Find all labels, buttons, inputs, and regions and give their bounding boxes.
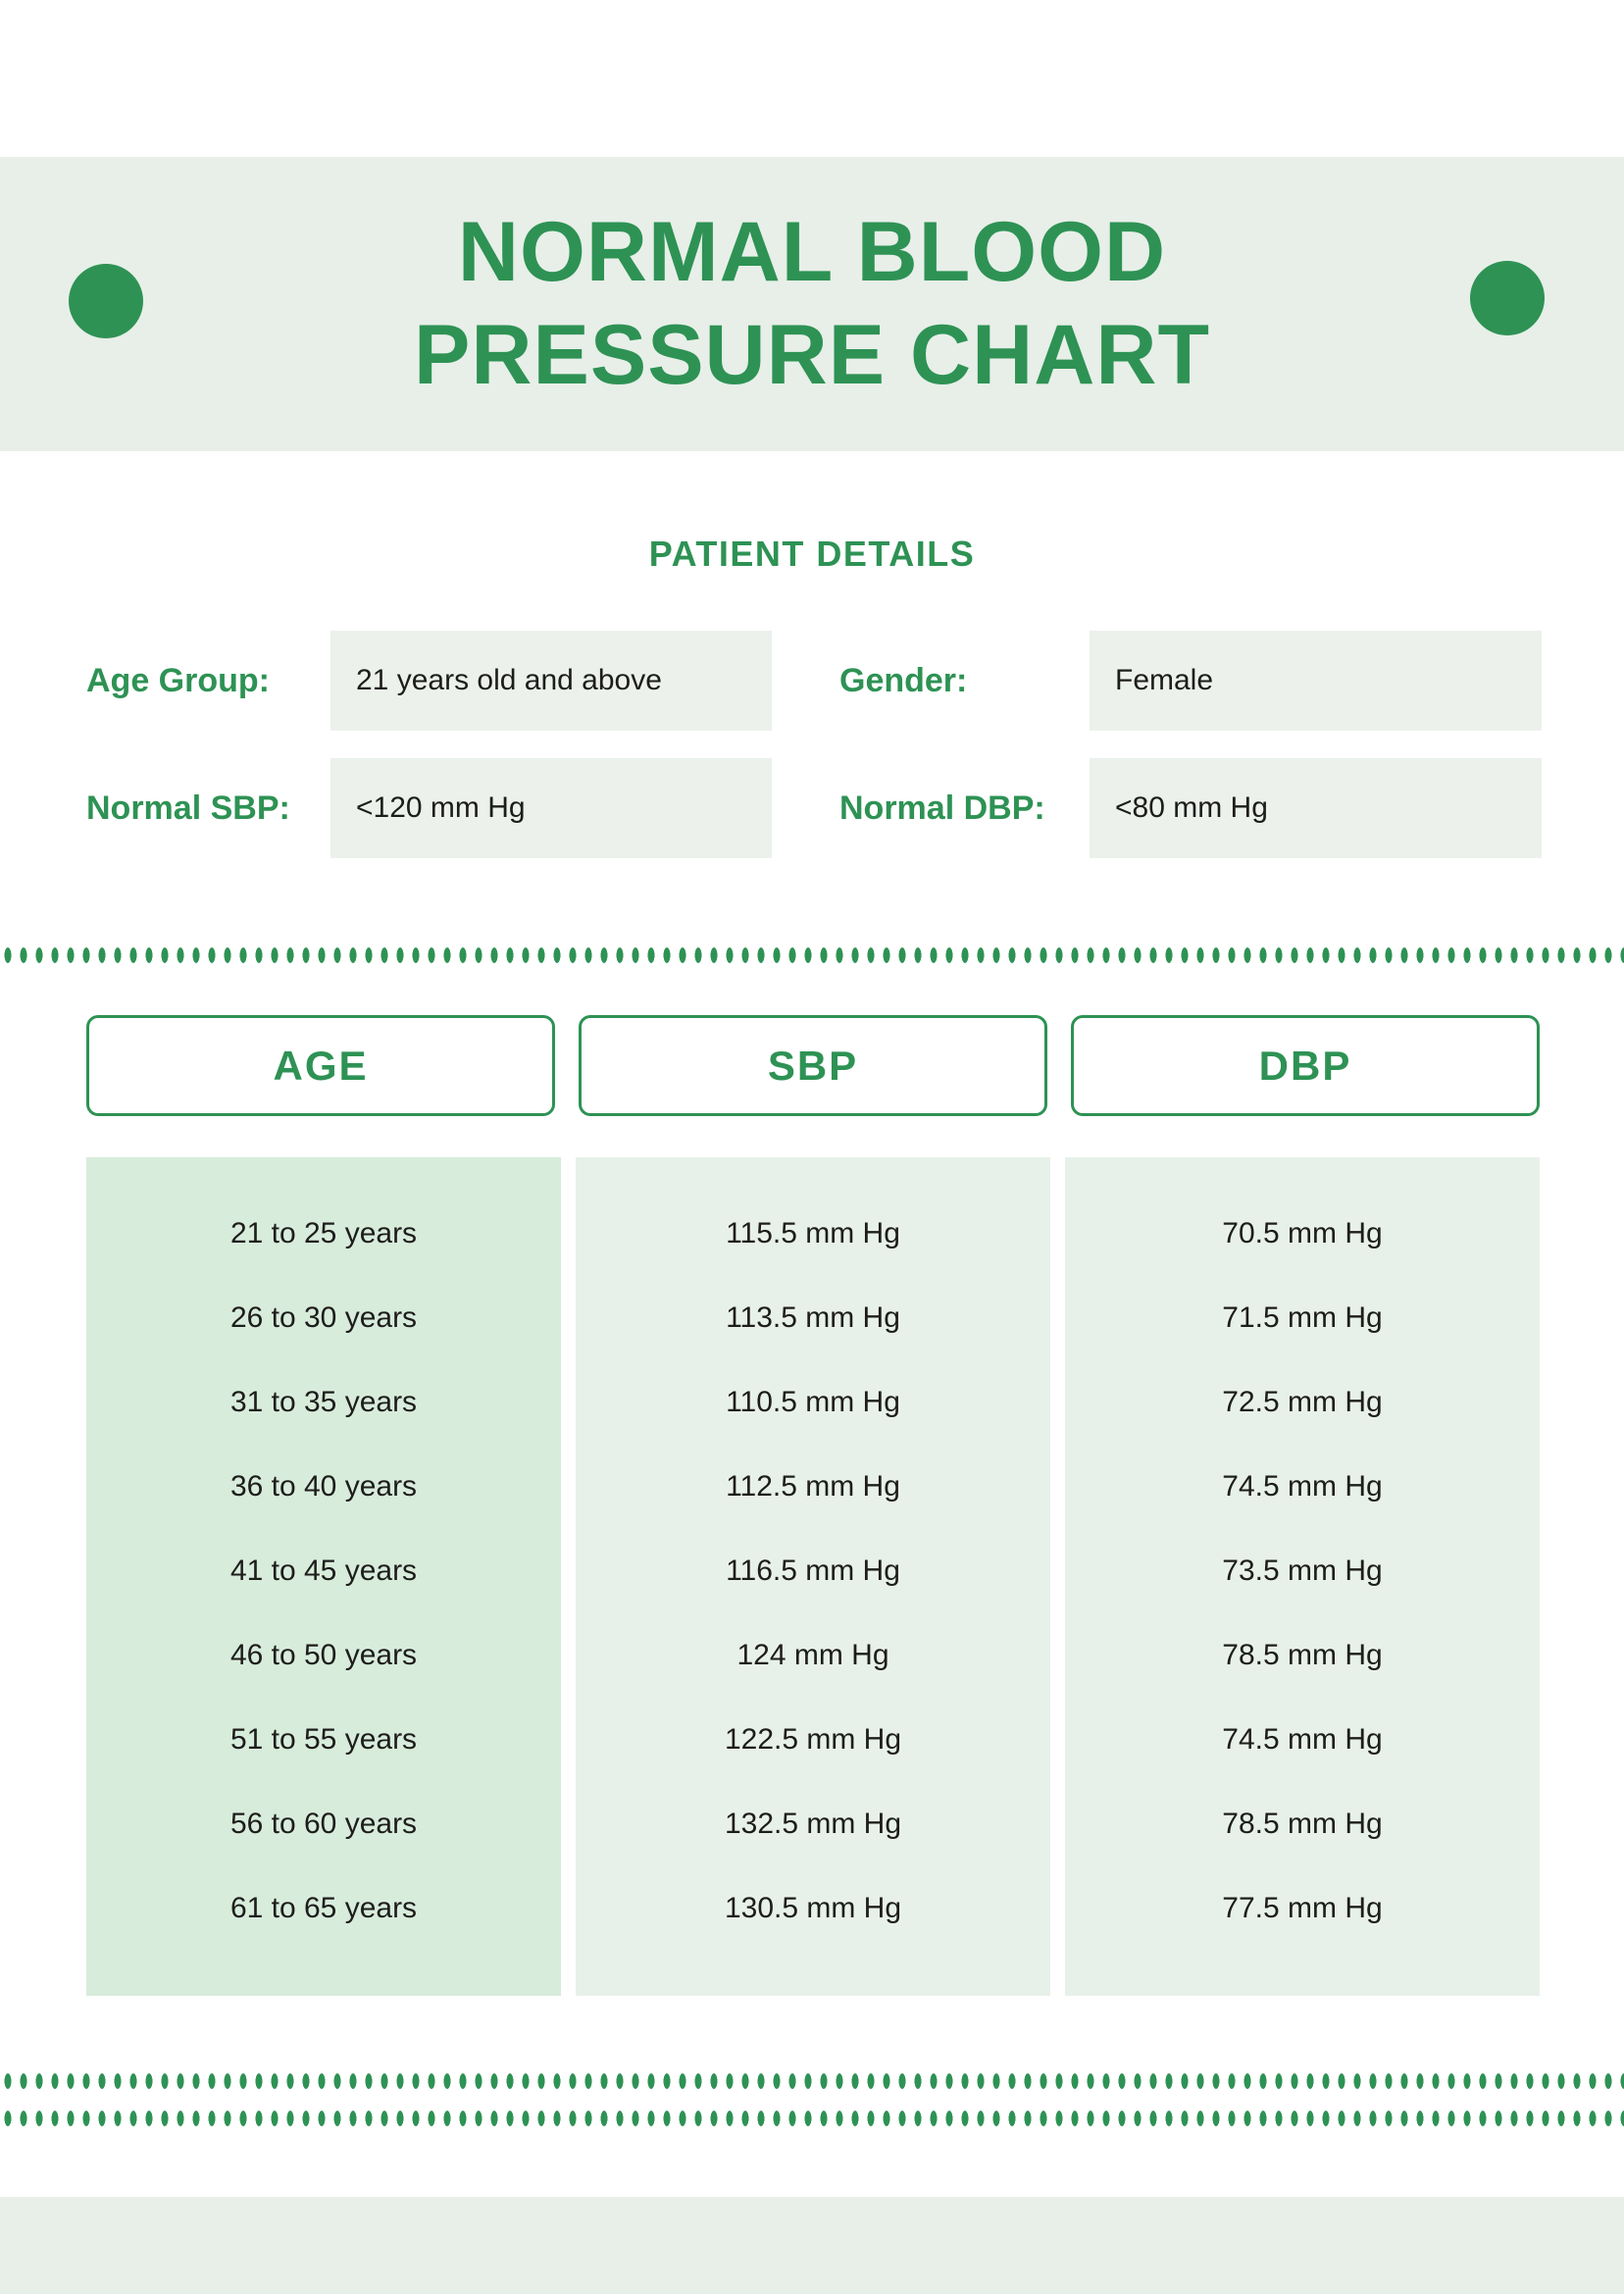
patient-details-grid: Age Group: 21 years old and above Gender…: [86, 631, 1542, 858]
table-cell: 115.5 mm Hg: [726, 1217, 900, 1249]
table-cell: 113.5 mm Hg: [726, 1301, 900, 1334]
table-cell: 72.5 mm Hg: [1222, 1386, 1383, 1418]
page-title-line2: PRESSURE CHART: [414, 308, 1210, 402]
table-cell: 110.5 mm Hg: [726, 1386, 900, 1418]
table-cell: 36 to 40 years: [229, 1470, 418, 1503]
table-cell: 74.5 mm Hg: [1222, 1470, 1383, 1503]
table-cell: 70.5 mm Hg: [1222, 1217, 1383, 1249]
table-cell: 26 to 30 years: [229, 1301, 418, 1334]
decorative-dot-left: [69, 264, 143, 338]
table-cell: 112.5 mm Hg: [726, 1470, 900, 1503]
decorative-dot-right: [1470, 261, 1545, 335]
table-body: 21 to 25 years 26 to 30 years 31 to 35 yea…: [86, 1157, 1540, 1996]
footer-band: [0, 2197, 1624, 2294]
normal-dbp-label: Normal DBP:: [839, 789, 1045, 827]
table-column-dbp: 70.5 mm Hg 71.5 mm Hg 72.5 mm Hg 74.5 mm Hg…: [1065, 1157, 1540, 1996]
table-cell: 78.5 mm Hg: [1222, 1808, 1383, 1840]
table-cell: 51 to 55 years: [229, 1723, 418, 1756]
normal-dbp-value-box: <80 mm Hg: [1090, 758, 1542, 858]
table-cell: 132.5 mm Hg: [724, 1808, 902, 1840]
table-header-age: AGE: [86, 1015, 555, 1116]
age-group-label: Age Group:: [86, 661, 270, 699]
table-cell: 122.5 mm Hg: [724, 1723, 902, 1756]
table-cell: 130.5 mm Hg: [724, 1892, 902, 1924]
table-column-sbp: 115.5 mm Hg 113.5 mm Hg 110.5 mm Hg 112.5 m…: [576, 1157, 1050, 1996]
table-cell: 61 to 65 years: [229, 1892, 418, 1924]
normal-sbp-value-box: <120 mm Hg: [330, 758, 772, 858]
table-cell: 71.5 mm Hg: [1222, 1301, 1383, 1334]
table-cell: 56 to 60 years: [229, 1808, 418, 1840]
table-cell: 46 to 50 years: [229, 1639, 418, 1671]
table-header-sbp: SBP: [579, 1015, 1047, 1116]
gender-value-box: Female: [1090, 631, 1542, 731]
table-cell: 31 to 35 years: [229, 1386, 418, 1418]
table-cell: 21 to 25 years: [229, 1217, 418, 1249]
header-band: NORMAL BLOOD PRESSURE CHART: [0, 157, 1624, 451]
table-header-dbp: DBP: [1071, 1015, 1540, 1116]
table-header-row: AGE SBP DBP: [86, 1015, 1540, 1116]
age-group-value-box: 21 years old and above: [330, 631, 772, 731]
page-title-line1: NORMAL BLOOD: [457, 205, 1167, 299]
normal-sbp-label: Normal SBP:: [86, 789, 290, 827]
dotted-divider-bottom-2: [0, 2111, 1624, 2126]
table-cell: 124 mm Hg: [736, 1639, 889, 1671]
table-cell: 73.5 mm Hg: [1222, 1555, 1383, 1587]
dotted-divider-bottom-1: [0, 2073, 1624, 2089]
table-column-age: 21 to 25 years 26 to 30 years 31 to 35 yea…: [86, 1157, 561, 1996]
table-cell: 41 to 45 years: [229, 1555, 418, 1587]
table-cell: 74.5 mm Hg: [1222, 1723, 1383, 1756]
table-cell: 78.5 mm Hg: [1222, 1639, 1383, 1671]
table-cell: 77.5 mm Hg: [1222, 1892, 1383, 1924]
patient-details-heading: PATIENT DETAILS: [648, 534, 976, 574]
table-cell: 116.5 mm Hg: [726, 1555, 900, 1587]
dotted-divider-top: [0, 947, 1624, 963]
gender-label: Gender:: [839, 661, 968, 699]
